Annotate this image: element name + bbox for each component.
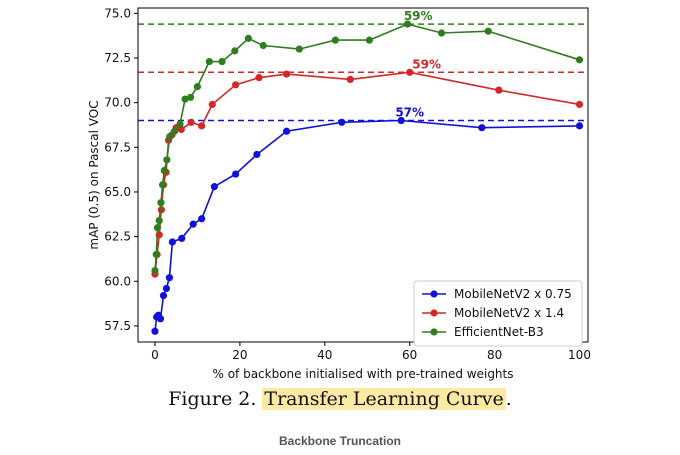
data-point <box>181 95 189 103</box>
data-point <box>189 220 197 228</box>
caption-title: Transfer Learning Curve <box>262 388 506 410</box>
y-tick-label: 72.5 <box>104 51 131 65</box>
series-line <box>154 71 580 275</box>
data-point <box>338 118 346 126</box>
x-tick-label: 60 <box>402 348 417 362</box>
legend-label: MobileNetV2 x 0.75 <box>454 287 572 301</box>
legend-box <box>413 280 583 347</box>
data-point <box>575 100 584 109</box>
x-tick-label: 0 <box>151 348 159 362</box>
data-point <box>170 127 179 135</box>
data-point <box>198 215 206 223</box>
data-point <box>198 122 206 130</box>
data-point <box>403 20 412 28</box>
data-point <box>157 206 165 214</box>
data-point <box>178 234 186 243</box>
legend: MobileNetV2 x 0.75 MobileNetV2 x 1.4 Effic… <box>413 280 583 347</box>
data-point <box>232 170 240 178</box>
figure-caption: Figure 2. Transfer Learning Curve. <box>0 388 680 410</box>
data-point <box>205 57 213 66</box>
legend-swatch-marker <box>430 328 438 336</box>
legend-label: MobileNetV2 x 1.4 <box>454 306 564 320</box>
data-point <box>187 93 195 101</box>
data-point <box>163 156 171 164</box>
x-tick-label: 40 <box>317 348 332 362</box>
data-point <box>187 118 195 126</box>
data-point <box>478 124 486 132</box>
axes <box>137 7 589 343</box>
data-point <box>162 284 171 293</box>
reference-line-label: 57% <box>395 106 424 120</box>
data-point <box>153 224 162 232</box>
data-point <box>159 181 167 189</box>
legend-swatch-marker <box>430 290 438 298</box>
data-point <box>495 86 503 94</box>
ticks: 0 20 40 60 80 100 57.5 60.0 62.5 65.0 67.5 70.0 72.5… <box>104 6 591 362</box>
data-point <box>208 100 216 109</box>
data-point <box>218 57 226 66</box>
series-group <box>151 20 584 275</box>
series-lines <box>151 20 584 335</box>
reference-line-label: 59% <box>412 57 441 71</box>
data-point <box>437 29 446 37</box>
legend-swatch-marker <box>430 309 438 317</box>
x-tick-label: 100 <box>568 348 591 362</box>
y-tick-label: 65.0 <box>104 185 131 199</box>
x-tick-label: 80 <box>487 348 502 362</box>
data-point <box>282 70 291 78</box>
data-point <box>295 45 303 53</box>
data-point <box>232 81 240 89</box>
y-tick-label: 62.5 <box>104 230 131 244</box>
data-point <box>365 36 373 44</box>
caption-suffix: . <box>505 388 512 410</box>
data-point <box>157 199 165 207</box>
data-point <box>152 250 160 259</box>
data-point <box>397 116 405 125</box>
data-point <box>151 266 159 275</box>
x-tick-label: 20 <box>232 348 247 362</box>
y-axis-label: mAP (0.5) on Pascal VOC <box>87 100 101 249</box>
data-point <box>231 47 239 55</box>
series-group <box>151 68 584 278</box>
data-point <box>255 74 263 82</box>
data-point <box>484 27 492 35</box>
data-point <box>259 41 267 50</box>
data-point <box>331 36 340 44</box>
y-tick-label: 57.5 <box>104 319 131 333</box>
reference-lines: 57% 59% 59% <box>138 9 588 122</box>
data-point <box>282 127 291 135</box>
x-axis-label: % of backbone initialised with pre-train… <box>212 367 513 381</box>
y-tick-label: 70.0 <box>104 96 131 110</box>
data-point <box>244 34 252 42</box>
data-point <box>151 327 159 335</box>
y-tick-label: 60.0 <box>104 274 131 288</box>
data-point <box>165 274 174 282</box>
transfer-learning-chart: 57% 59% 59% 0 20 40 60 80 100 57.5 60.0 62.5 65.0 67… <box>87 6 591 381</box>
subcaption: Backbone Truncation <box>278 434 402 448</box>
data-point <box>253 150 261 159</box>
data-point <box>176 120 184 128</box>
data-point <box>193 82 202 91</box>
y-tick-label: 67.5 <box>104 140 131 154</box>
data-point <box>575 56 584 64</box>
data-point <box>210 183 219 191</box>
y-tick-label: 75.0 <box>104 6 131 20</box>
data-point <box>166 132 174 141</box>
data-point <box>160 166 168 175</box>
caption-prefix: Figure 2. <box>168 388 263 410</box>
data-point <box>168 238 176 246</box>
legend-label: EfficientNet-B3 <box>454 325 544 339</box>
data-point <box>346 75 354 84</box>
data-point <box>575 122 584 130</box>
data-point <box>159 291 168 300</box>
plot-frame <box>137 7 589 343</box>
series-group <box>151 116 584 335</box>
data-point <box>406 68 414 76</box>
reference-line-label: 59% <box>404 9 433 23</box>
data-point <box>156 315 165 323</box>
data-point <box>155 216 163 225</box>
